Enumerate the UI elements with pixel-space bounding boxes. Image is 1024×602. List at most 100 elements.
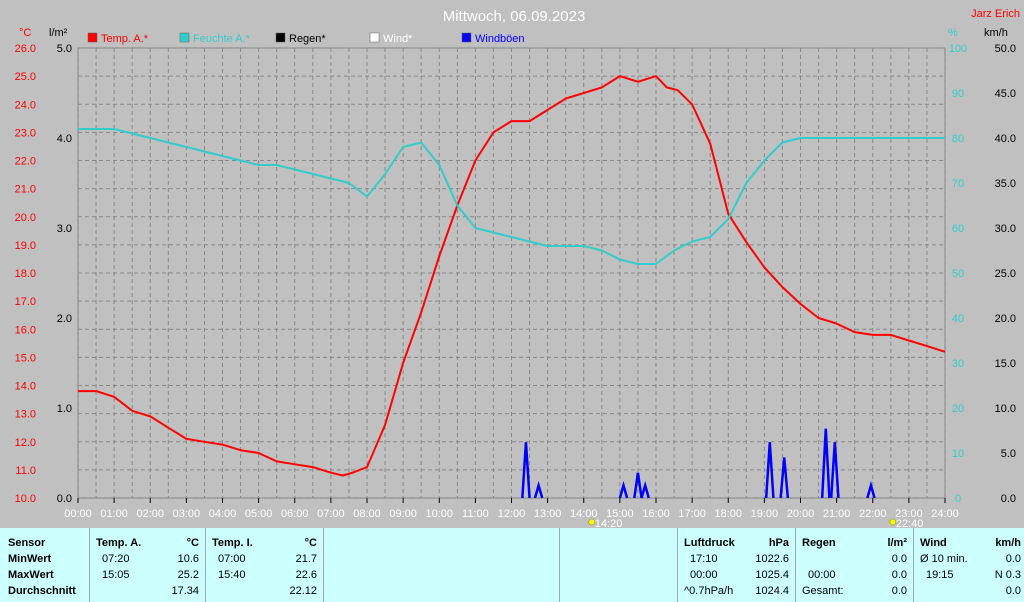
rain-r2-val: 0.0 [891, 569, 907, 581]
humidity-tick-label: 100 [949, 43, 967, 55]
time-markers: 14:20 22:40 [588, 518, 924, 528]
min-label: MinWert [8, 553, 52, 565]
time-marker-label: 22:40 [896, 518, 924, 528]
sensor-label: Sensor [8, 537, 46, 549]
wind-header: Wind [920, 537, 947, 549]
legend-swatch [87, 32, 98, 43]
temp-i-max-time: 15:40 [218, 569, 246, 581]
author-label: Jarz Erich [971, 8, 1020, 20]
series-feuchte-a [78, 128, 945, 265]
series-temp-a [78, 75, 946, 477]
temp-tick-label: 14.0 [15, 381, 36, 393]
axes: 00:00 01:00 02:00 03:00 04:00 05:00 06:00 07:00… [15, 43, 1016, 520]
x-tick-label: 21:00 [823, 508, 851, 520]
x-tick-label: 02:00 [136, 508, 164, 520]
legend-swatch [179, 32, 190, 43]
col-empty-1 [324, 528, 560, 602]
humidity-tick-label: 70 [952, 178, 964, 190]
temp-tick-label: 19.0 [15, 240, 36, 252]
temp-i-max-val: 22.6 [295, 569, 317, 581]
gust-peak [618, 480, 629, 499]
col-temp-a: Temp. A. °C 07:20 10.6 15:05 25.2 17.34 [90, 528, 206, 602]
speed-tick-label: 15.0 [995, 358, 1016, 370]
rain-total-label: Gesamt: [802, 585, 844, 597]
speed-tick-label: 20.0 [995, 313, 1016, 325]
rain-tick-label: 5.0 [57, 43, 72, 55]
x-tick-label: 04:00 [209, 508, 237, 520]
gust-peak [640, 480, 650, 499]
chart-title: Mittwoch, 06.09.2023 [443, 8, 586, 25]
col-rain: Regen l/m² 0.0 00:00 0.0 Gesamt: 0.0 [796, 528, 914, 602]
x-tick-label: 12:00 [498, 508, 526, 520]
temp-a-max-val: 25.2 [177, 569, 199, 581]
x-tick-label: 17:00 [678, 508, 706, 520]
wind-r3-val: 0.0 [1005, 585, 1021, 597]
gust-peak [764, 442, 775, 499]
x-tick-label: 14:00 [570, 508, 598, 520]
temp-i-unit: °C [304, 537, 317, 549]
x-tick-label: 01:00 [100, 508, 128, 520]
temp-tick-label: 20.0 [15, 212, 36, 224]
rain-r1-val: 0.0 [891, 553, 907, 565]
x-tick-label: 15:00 [606, 508, 634, 520]
wind-r2-val: N 0.3 [994, 569, 1021, 581]
time-marker-label: 14:20 [595, 518, 623, 528]
series-layer [78, 75, 946, 499]
right-speed-unit: km/h [984, 27, 1008, 39]
x-tick-label: 19:00 [751, 508, 779, 520]
gust-peak [829, 442, 840, 499]
stats-panel: Sensor MinWert MaxWert Durchschnitt Temp… [0, 528, 1024, 602]
temp-tick-label: 25.0 [15, 71, 36, 83]
col-sensor: Sensor MinWert MaxWert Durchschnitt [0, 528, 90, 602]
humidity-tick-label: 90 [952, 88, 964, 100]
col-wind: Wind km/h Ø 10 min. 0.0 19:15 N 0.3 0.0 [914, 528, 1024, 602]
gust-peak [521, 442, 531, 499]
temp-tick-label: 23.0 [15, 127, 36, 139]
weather-chart: Mittwoch, 06.09.2023 Jarz Erich °C l/m² … [15, 8, 1020, 528]
humidity-tick-label: 40 [952, 313, 964, 325]
wind-unit: km/h [995, 537, 1021, 549]
rain-header: Regen [802, 537, 836, 549]
x-tick-label: 06:00 [281, 508, 309, 520]
speed-tick-label: 35.0 [995, 178, 1016, 190]
x-tick-label: 22:00 [859, 508, 887, 520]
sun-marker-icon [588, 518, 596, 526]
x-tick-label: 10:00 [425, 508, 453, 520]
rain-r2-time: 00:00 [808, 569, 836, 581]
gust-peak [533, 480, 544, 499]
rain-tick-label: 1.0 [57, 403, 72, 415]
temp-tick-label: 13.0 [15, 409, 36, 421]
humidity-tick-label: 60 [952, 223, 964, 235]
pressure-min-val: 1022.6 [755, 553, 789, 565]
temp-tick-label: 17.0 [15, 296, 36, 308]
temp-a-min-time: 07:20 [102, 553, 130, 565]
temp-i-min-val: 21.7 [295, 553, 317, 565]
temp-i-avg: 22.12 [289, 585, 317, 597]
left-temp-unit: °C [19, 27, 31, 39]
legend-swatch [369, 32, 380, 43]
legend-label: Temp. A.* [101, 33, 149, 45]
avg-label: Durchschnitt [8, 585, 76, 597]
legend-label: Windböen [475, 33, 525, 45]
temp-tick-label: 18.0 [15, 268, 36, 280]
temp-tick-label: 22.0 [15, 156, 36, 168]
speed-tick-label: 50.0 [995, 43, 1016, 55]
humidity-tick-label: 80 [952, 133, 964, 145]
max-label: MaxWert [8, 569, 54, 581]
temp-a-max-time: 15:05 [102, 569, 130, 581]
pressure-max-val: 1025.4 [755, 569, 789, 581]
speed-tick-label: 45.0 [995, 88, 1016, 100]
speed-tick-label: 5.0 [1001, 448, 1016, 460]
x-tick-label: 24:00 [931, 508, 959, 520]
humidity-tick-label: 10 [952, 448, 964, 460]
humidity-tick-label: 0 [955, 493, 961, 505]
wind-r1-val: 0.0 [1005, 553, 1021, 565]
legend-label: Feuchte A.* [193, 33, 251, 45]
temp-i-min-time: 07:00 [218, 553, 246, 565]
x-tick-label: 08:00 [353, 508, 381, 520]
humidity-tick-label: 50 [952, 268, 964, 280]
speed-tick-label: 0.0 [1001, 493, 1016, 505]
temp-tick-label: 21.0 [15, 184, 36, 196]
left-rain-unit: l/m² [49, 27, 68, 39]
x-tick-label: 07:00 [317, 508, 345, 520]
